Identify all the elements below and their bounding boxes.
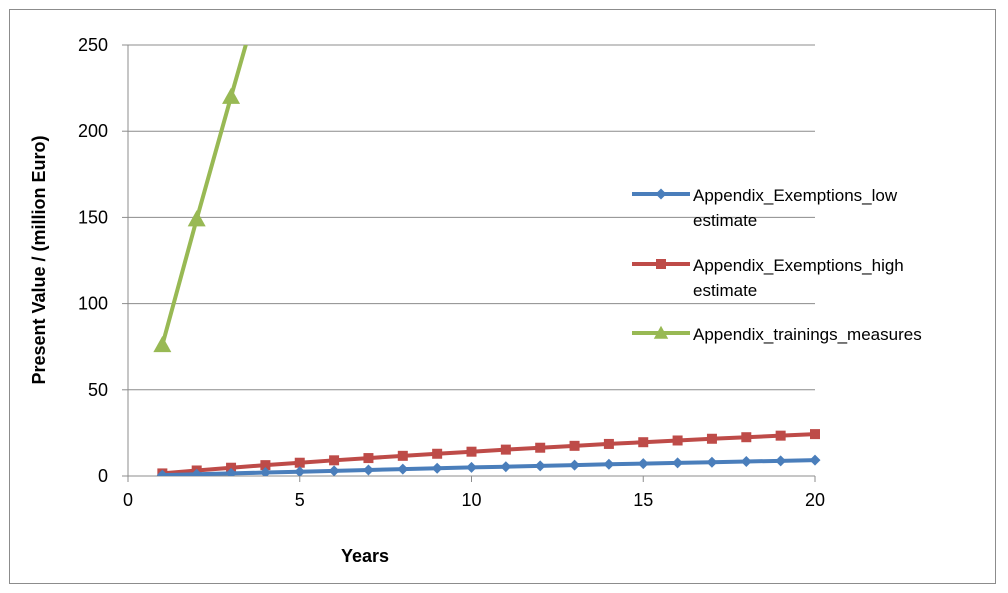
data-point: [329, 455, 340, 466]
data-point: [328, 465, 340, 476]
data-point: [191, 468, 203, 476]
legend-entry: Appendix_Exemptions_high estimate: [632, 256, 904, 300]
data-point: [260, 460, 271, 471]
data-point: [672, 435, 683, 446]
data-point: [637, 458, 649, 470]
data-point: [535, 442, 546, 453]
data-point: [226, 462, 237, 473]
y-tick-labels: 0 50 100 150 200 250: [78, 35, 108, 486]
x-tick-label: 15: [633, 490, 653, 510]
y-tick-label: 250: [78, 35, 108, 55]
data-point: [466, 446, 477, 457]
series-1: [156, 454, 821, 476]
y-tick-label: 150: [78, 207, 108, 227]
data-point: [259, 467, 271, 476]
series-lines: [153, 45, 821, 476]
data-point: [222, 87, 241, 104]
series-2: [157, 429, 820, 476]
data-point: [569, 440, 580, 451]
data-point: [741, 432, 752, 443]
data-point: [225, 467, 237, 476]
legend-marker: [653, 325, 669, 339]
y-tick-label: 200: [78, 121, 108, 141]
y-tick-label: 0: [98, 466, 108, 486]
data-point: [500, 444, 511, 455]
data-point: [363, 453, 374, 464]
x-tick-label: 10: [461, 490, 481, 510]
chart-frame: [9, 9, 996, 584]
data-point: [810, 429, 820, 440]
data-point: [569, 459, 581, 471]
data-point: [672, 457, 684, 469]
legend-label: Appendix_trainings_measures: [693, 325, 922, 344]
series-line: [162, 458, 816, 476]
data-point: [153, 335, 172, 353]
data-point: [603, 438, 614, 449]
data-point: [294, 466, 306, 476]
y-tick-label: 100: [78, 294, 108, 314]
x-axis-title: Years: [341, 546, 389, 566]
data-point: [187, 210, 206, 227]
legend-label: Appendix_Exemptions_low: [693, 186, 898, 205]
data-point: [362, 464, 374, 476]
series-line: [160, 45, 248, 346]
data-point: [775, 455, 787, 467]
legend-marker: [656, 259, 666, 269]
data-point: [397, 450, 408, 461]
legend-entry: Appendix_Exemptions_low estimate: [632, 186, 898, 230]
data-point: [432, 448, 443, 459]
data-point: [706, 456, 718, 468]
data-point: [500, 461, 512, 473]
y-tick-label: 50: [88, 380, 108, 400]
data-point: [809, 454, 821, 466]
data-point: [603, 458, 615, 470]
data-point: [775, 430, 786, 441]
data-point: [431, 462, 443, 474]
data-point: [638, 437, 649, 448]
axes: [122, 44, 816, 482]
series-3: [153, 45, 248, 353]
x-tick-label: 5: [295, 490, 305, 510]
data-point: [466, 461, 477, 473]
x-tick-label: 20: [805, 490, 825, 510]
x-tick-label: 0: [123, 490, 133, 510]
data-point: [156, 469, 168, 476]
series-line: [162, 432, 816, 476]
legend-label: estimate: [693, 211, 757, 230]
x-tick-labels: 0 5 10 15 20: [123, 490, 825, 510]
legend-label: estimate: [693, 281, 757, 300]
y-axis-title: Present Value / (million Euro): [29, 135, 49, 384]
legend-marker: [655, 188, 667, 200]
data-point: [397, 463, 409, 475]
data-point: [294, 457, 305, 468]
legend: Appendix_Exemptions_lowestimateAppendix_…: [632, 186, 922, 344]
data-point: [706, 433, 717, 444]
data-point: [740, 456, 752, 468]
gridlines: [128, 44, 815, 391]
legend-label: Appendix_Exemptions_high: [693, 256, 904, 275]
data-point: [534, 460, 546, 472]
legend-entry: Appendix_trainings_measures: [632, 325, 922, 344]
